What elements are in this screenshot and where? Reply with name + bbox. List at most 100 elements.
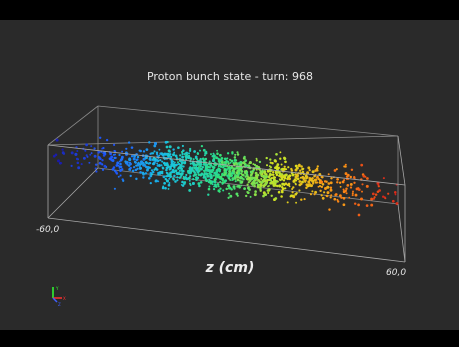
particle-point bbox=[278, 178, 281, 181]
particle-point bbox=[270, 177, 273, 180]
particle-point bbox=[290, 172, 293, 175]
particle-point bbox=[117, 164, 120, 167]
particle-point bbox=[313, 178, 317, 182]
particle-point bbox=[291, 188, 294, 190]
particle-point bbox=[320, 185, 324, 189]
particle-point bbox=[208, 166, 211, 169]
particle-point bbox=[259, 169, 262, 172]
particle-point bbox=[280, 178, 284, 181]
particle-point bbox=[254, 174, 257, 177]
particle-point bbox=[200, 172, 203, 176]
particle-point bbox=[153, 150, 156, 153]
particle-cloud bbox=[52, 136, 399, 217]
particle-point bbox=[178, 157, 182, 160]
particle-point bbox=[300, 165, 303, 168]
particle-point bbox=[295, 201, 298, 204]
particle-point bbox=[93, 154, 97, 158]
particle-point bbox=[357, 213, 361, 217]
particle-point bbox=[272, 182, 275, 185]
particle-point bbox=[303, 198, 306, 201]
particle-point bbox=[208, 171, 211, 175]
particle-point bbox=[160, 164, 163, 167]
particle-point bbox=[153, 168, 156, 171]
particle-point bbox=[180, 161, 184, 165]
particle-point bbox=[145, 148, 149, 151]
particle-point bbox=[160, 152, 163, 155]
particle-point bbox=[165, 166, 169, 170]
particle-point bbox=[237, 167, 240, 170]
particle-point bbox=[275, 165, 279, 168]
particle-point bbox=[376, 181, 380, 185]
particle-point bbox=[168, 168, 171, 171]
particle-point bbox=[194, 171, 196, 174]
particle-point bbox=[316, 165, 319, 168]
particle-point bbox=[227, 162, 230, 165]
particle-point bbox=[110, 155, 114, 159]
particle-point bbox=[344, 163, 347, 166]
particle-point bbox=[216, 149, 219, 152]
particle-point bbox=[133, 156, 136, 159]
particle-point bbox=[180, 167, 184, 170]
particle-point bbox=[150, 169, 154, 172]
particle-point bbox=[185, 177, 189, 181]
particle-point bbox=[142, 157, 146, 161]
particle-point bbox=[223, 173, 227, 176]
particle-point bbox=[188, 152, 190, 155]
particle-point bbox=[93, 147, 96, 150]
particle-point bbox=[179, 172, 183, 176]
particle-point bbox=[90, 145, 93, 148]
particle-point bbox=[204, 157, 208, 161]
particle-point bbox=[286, 201, 289, 204]
particle-point bbox=[229, 158, 232, 161]
particle-point bbox=[327, 182, 331, 185]
particle-point bbox=[268, 165, 271, 168]
particle-point bbox=[240, 175, 243, 178]
particle-point bbox=[233, 170, 236, 173]
particle-point bbox=[181, 155, 185, 159]
particle-point bbox=[294, 164, 298, 168]
particle-point bbox=[205, 179, 209, 183]
particle-point bbox=[172, 178, 175, 181]
particle-point bbox=[156, 153, 159, 156]
particle-point bbox=[269, 182, 272, 185]
particle-point bbox=[301, 176, 305, 179]
particle-point bbox=[215, 156, 218, 160]
particle-point bbox=[245, 173, 249, 177]
particle-point bbox=[70, 151, 74, 155]
particle-point bbox=[237, 169, 241, 172]
particle-point bbox=[129, 174, 132, 178]
particle-point bbox=[329, 188, 333, 192]
particle-point bbox=[254, 171, 258, 175]
particle-point bbox=[178, 163, 181, 165]
particle-point bbox=[140, 160, 143, 164]
particle-point bbox=[89, 153, 92, 156]
particle-point bbox=[353, 176, 356, 179]
particle-point bbox=[345, 192, 348, 195]
particle-point bbox=[174, 161, 176, 164]
particle-point bbox=[202, 148, 206, 152]
particle-point bbox=[167, 187, 170, 190]
particle-point bbox=[298, 163, 301, 167]
particle-point bbox=[188, 171, 192, 175]
particle-point bbox=[326, 185, 330, 189]
particle-point bbox=[164, 140, 168, 144]
particle-point bbox=[211, 155, 214, 158]
particle-point bbox=[150, 152, 153, 155]
particle-point bbox=[112, 166, 116, 169]
particle-point bbox=[113, 169, 116, 172]
particle-point bbox=[200, 167, 203, 171]
particle-point bbox=[294, 182, 297, 185]
top-letterbox bbox=[0, 0, 459, 20]
bounding-box-front-edges bbox=[47, 135, 406, 263]
particle-point bbox=[269, 178, 272, 181]
particle-point bbox=[84, 149, 87, 152]
particle-point bbox=[148, 162, 151, 165]
particle-point bbox=[279, 157, 282, 160]
particle-point bbox=[219, 165, 223, 169]
particle-point bbox=[212, 174, 215, 177]
particle-point bbox=[288, 175, 291, 178]
particle-point bbox=[168, 182, 171, 184]
particle-point bbox=[145, 165, 148, 169]
